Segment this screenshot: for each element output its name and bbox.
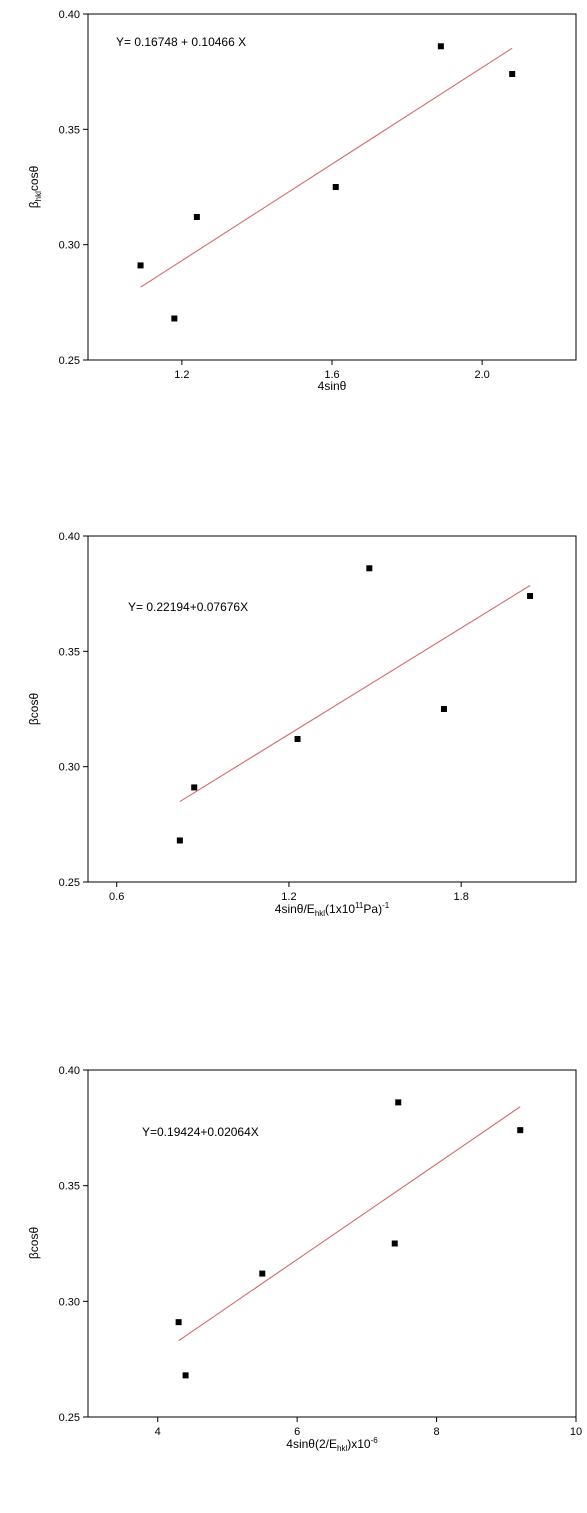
chart-1-x-tick-label: 1.6 — [324, 369, 339, 381]
chart-3-y-tick-label: 0.35 — [59, 1181, 80, 1193]
chart-3-data-point — [175, 1319, 182, 1326]
chart-3-x-tick-label: 4 — [155, 1426, 161, 1438]
chart-2-y-tick-label: 0.40 — [59, 531, 80, 543]
chart-3-y-tick-label: 0.40 — [59, 1065, 80, 1077]
chart-2-plot-frame — [87, 535, 577, 883]
chart-1-data-point — [137, 262, 144, 269]
chart-3-x-tick-label: 10 — [570, 1426, 582, 1438]
chart-2-fit-line — [179, 585, 531, 803]
chart-1-data-point — [332, 184, 339, 190]
chart-3-plot-frame — [87, 1069, 577, 1418]
chart-3-points — [175, 1099, 524, 1379]
chart-2-data-point — [191, 784, 198, 791]
chart-3-x-tick-label: 6 — [294, 1426, 300, 1438]
chart-3-y-tick-label: 0.25 — [59, 1412, 80, 1424]
chart-3-y-tick-label: 0.30 — [59, 1296, 80, 1308]
chart-2-x-axis-label: 4sinθ/Ehkl(1x1011Pa)-1 — [275, 901, 390, 918]
chart-3: 0.25 0.30 0.35 0.40 4 6 8 10 Y=0.19424+0.02064… — [27, 1065, 582, 1453]
chart-1: 0.25 0.30 0.35 0.40 1.2 1.6 2.0 Y= 0.16748 + … — [27, 9, 577, 393]
chart-1-y-tick-label: 0.35 — [59, 124, 80, 136]
chart-2-data-point — [366, 565, 373, 572]
chart-2-y-tick-label: 0.25 — [59, 877, 80, 889]
chart-2-y-axis: 0.25 0.30 0.35 0.40 — [59, 531, 88, 889]
chart-2-equation: Y= 0.22194+0.07676X — [128, 600, 248, 614]
chart-3-data-point — [182, 1372, 189, 1379]
chart-3-x-axis: 4 6 8 10 — [155, 1417, 582, 1438]
chart-1-plot-frame — [87, 13, 577, 361]
chart-3-fit-line — [178, 1106, 521, 1342]
chart-1-x-tick-label: 1.2 — [174, 369, 189, 381]
chart-1-x-tick-label: 2.0 — [475, 369, 490, 381]
chart-2-data-point — [527, 592, 534, 599]
chart-2-y-tick-label: 0.35 — [59, 646, 80, 658]
chart-3-x-tick-label: 8 — [434, 1426, 440, 1438]
chart-2-x-tick-label: 1.2 — [281, 891, 296, 903]
chart-1-x-axis-label: 4sinθ — [318, 379, 347, 393]
chart-1-data-point — [509, 70, 516, 77]
chart-2-x-tick-label: 1.8 — [454, 891, 469, 903]
chart-2-data-point — [440, 706, 447, 712]
chart-1-y-tick-label: 0.30 — [59, 240, 80, 252]
chart-3-equation: Y=0.19424+0.02064X — [142, 1125, 259, 1139]
chart-2-data-point — [294, 735, 301, 742]
chart-2-data-point — [176, 837, 183, 844]
chart-1-fit-line — [140, 47, 513, 288]
chart-1-data-point — [171, 315, 178, 322]
chart-1-y-tick-label: 0.25 — [59, 355, 80, 367]
chart-1-points — [137, 43, 516, 322]
chart-1-y-tick-label: 0.40 — [59, 9, 80, 21]
chart-1-data-point — [437, 43, 444, 50]
chart-3-y-axis: 0.25 0.30 0.35 0.40 — [59, 1065, 88, 1424]
chart-2-x-axis: 0.6 1.2 1.8 — [109, 882, 469, 903]
chart-2-y-axis-label: βcosθ — [27, 693, 41, 726]
chart-3-data-point — [391, 1240, 398, 1247]
chart-1-y-axis: 0.25 0.30 0.35 0.40 — [59, 9, 88, 367]
chart-3-data-point — [517, 1127, 524, 1134]
chart-2-points — [176, 565, 534, 844]
chart-1-x-axis: 1.2 1.6 2.0 — [174, 360, 490, 381]
chart-2-x-tick-label: 0.6 — [109, 891, 124, 903]
chart-3-y-axis-label: βcosθ — [27, 1227, 41, 1260]
chart-3-data-point — [395, 1099, 402, 1106]
chart-1-y-axis-label: βhklcosθ — [27, 165, 43, 208]
chart-1-data-point — [193, 213, 200, 220]
chart-3-x-axis-label: 4sinθ(2/Ehkl)x10-6 — [286, 1436, 378, 1453]
chart-2: 0.25 0.30 0.35 0.40 0.6 1.2 1.8 Y= 0.22194+0.… — [27, 531, 577, 918]
chart-2-y-tick-label: 0.30 — [59, 762, 80, 774]
chart-3-data-point — [259, 1270, 266, 1277]
chart-1-equation: Y= 0.16748 + 0.10466 X — [116, 35, 246, 49]
